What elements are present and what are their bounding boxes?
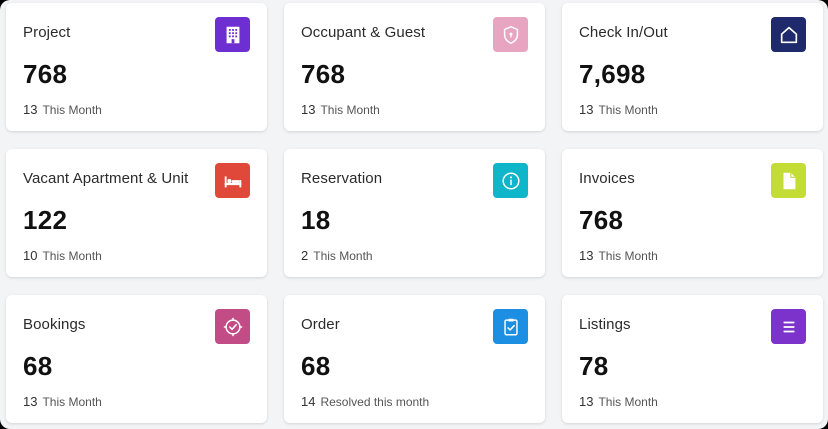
clipboard-check-icon [493, 309, 528, 344]
card-value: 18 [301, 205, 331, 235]
card-footer: 14 Resolved this month [301, 394, 429, 409]
card-count: 13 [579, 248, 594, 263]
card-count: 13 [579, 102, 594, 117]
card-value: 68 [23, 351, 53, 381]
card-count: 10 [23, 248, 38, 263]
card-footer: 13 This Month [301, 102, 380, 117]
stat-card-project[interactable]: Project 768 13 This Month [6, 3, 267, 131]
stat-card-vacant-apartment-unit[interactable]: Vacant Apartment & Unit 122 10 This Month [6, 149, 267, 277]
card-footer: 13 This Month [579, 248, 658, 263]
card-value: 68 [301, 351, 331, 381]
card-count: 13 [23, 394, 38, 409]
building-icon [215, 17, 250, 52]
card-value: 768 [579, 205, 624, 235]
card-title: Bookings [23, 316, 86, 333]
bed-icon [215, 163, 250, 198]
card-footer: 2 This Month [301, 248, 373, 263]
card-footer: 13 This Month [579, 394, 658, 409]
card-footer: 13 This Month [23, 394, 102, 409]
info-icon [493, 163, 528, 198]
card-title: Project [23, 24, 71, 41]
card-count: 13 [579, 394, 594, 409]
card-footer: 13 This Month [579, 102, 658, 117]
card-period: This Month [42, 395, 102, 409]
card-count: 14 [301, 394, 316, 409]
card-title: Vacant Apartment & Unit [23, 170, 189, 187]
card-value: 122 [23, 205, 68, 235]
stat-card-check-in-out[interactable]: Check In/Out 7,698 13 This Month [562, 3, 823, 131]
target-check-icon [215, 309, 250, 344]
card-period: This Month [598, 249, 658, 263]
home-icon [771, 17, 806, 52]
card-period: This Month [313, 249, 373, 263]
stat-card-bookings[interactable]: Bookings 68 13 This Month [6, 295, 267, 423]
card-period: This Month [320, 103, 380, 117]
card-value: 768 [23, 59, 68, 89]
card-period: This Month [598, 395, 658, 409]
card-footer: 10 This Month [23, 248, 102, 263]
card-title: Occupant & Guest [301, 24, 426, 41]
card-period: Resolved this month [320, 395, 430, 409]
card-title: Listings [579, 316, 631, 333]
card-footer: 13 This Month [23, 102, 102, 117]
card-value: 7,698 [579, 59, 646, 89]
card-title: Invoices [579, 170, 635, 187]
card-title: Reservation [301, 170, 383, 187]
list-icon [771, 309, 806, 344]
stat-card-reservation[interactable]: Reservation 18 2 This Month [284, 149, 545, 277]
card-count: 13 [301, 102, 316, 117]
card-period: This Month [42, 249, 102, 263]
stat-card-invoices[interactable]: Invoices 768 13 This Month [562, 149, 823, 277]
card-count: 2 [301, 248, 309, 263]
card-title: Order [301, 316, 340, 333]
card-value: 768 [301, 59, 346, 89]
card-period: This Month [598, 103, 658, 117]
card-count: 13 [23, 102, 38, 117]
shield-icon [493, 17, 528, 52]
card-period: This Month [42, 103, 102, 117]
stat-card-listings[interactable]: Listings 78 13 This Month [562, 295, 823, 423]
stat-card-order[interactable]: Order 68 14 Resolved this month [284, 295, 545, 423]
card-value: 78 [579, 351, 609, 381]
document-icon [771, 163, 806, 198]
stat-card-occupant-guest[interactable]: Occupant & Guest 768 13 This Month [284, 3, 545, 131]
card-title: Check In/Out [579, 24, 668, 41]
